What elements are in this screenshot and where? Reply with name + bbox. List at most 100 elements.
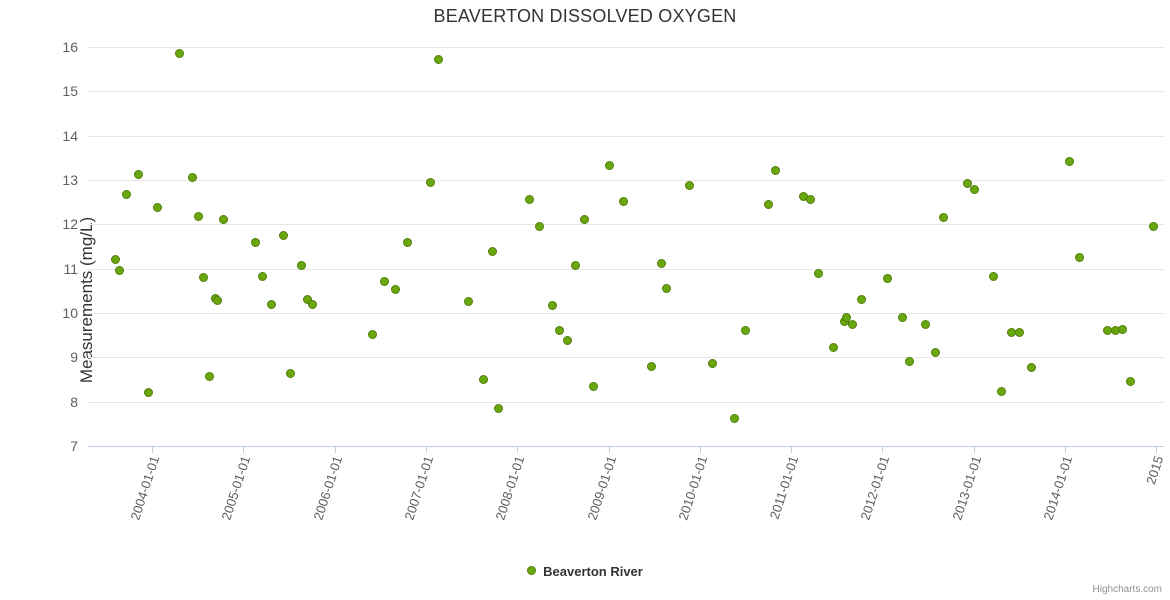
scatter-point[interactable]	[1027, 362, 1037, 372]
scatter-point[interactable]	[771, 165, 781, 175]
scatter-point[interactable]	[296, 261, 306, 271]
scatter-point[interactable]	[988, 271, 998, 281]
x-tick	[791, 446, 793, 453]
scatter-point[interactable]	[970, 185, 980, 195]
gridline	[88, 224, 1164, 226]
scatter-point[interactable]	[463, 297, 473, 307]
scatter-point[interactable]	[115, 266, 125, 276]
gridline	[88, 180, 1164, 181]
scatter-point[interactable]	[494, 403, 504, 413]
scatter-point[interactable]	[646, 361, 656, 371]
y-tick-label: 10	[62, 305, 78, 321]
scatter-point[interactable]	[996, 387, 1006, 397]
scatter-point[interactable]	[657, 258, 667, 268]
chart-title: BEAVERTON DISSOLVED OXYGEN	[433, 6, 737, 26]
scatter-point[interactable]	[730, 413, 740, 423]
gridline	[88, 268, 1164, 270]
scatter-point[interactable]	[267, 299, 277, 309]
scatter-point[interactable]	[525, 194, 535, 204]
scatter-point[interactable]	[555, 326, 565, 336]
scatter-point[interactable]	[661, 284, 671, 294]
scatter-point[interactable]	[433, 54, 443, 64]
x-tick-label: 2014-01-01	[1040, 454, 1076, 522]
scatter-point[interactable]	[1118, 324, 1128, 334]
scatter-point[interactable]	[841, 312, 851, 322]
scatter-point[interactable]	[535, 222, 545, 232]
x-tick	[243, 446, 245, 453]
x-tick-label: 2012-01-01	[857, 454, 893, 522]
scatter-point[interactable]	[121, 190, 131, 200]
y-tick-label: 15	[62, 83, 78, 100]
x-tick	[334, 446, 336, 453]
scatter-point[interactable]	[588, 381, 598, 391]
scatter-point[interactable]	[829, 342, 839, 352]
scatter-point[interactable]	[193, 212, 203, 222]
scatter-point[interactable]	[547, 300, 557, 310]
x-tick-label: 2008-01-01	[492, 454, 528, 522]
x-tick	[425, 446, 427, 453]
scatter-point[interactable]	[258, 271, 268, 281]
scatter-point[interactable]	[1126, 377, 1135, 387]
scatter-point[interactable]	[938, 213, 948, 223]
scatter-point[interactable]	[205, 371, 215, 381]
x-tick-label: 2004-01-01	[127, 454, 163, 522]
gridline	[88, 313, 1164, 314]
scatter-point[interactable]	[403, 237, 413, 247]
highcharts-credits[interactable]: Highcharts.com	[1092, 584, 1162, 595]
scatter-point[interactable]	[905, 357, 915, 367]
scatter-point[interactable]	[390, 285, 400, 295]
scatter-point[interactable]	[1075, 253, 1085, 263]
y-tick-label: 9	[70, 349, 78, 366]
x-tick	[608, 446, 610, 453]
scatter-point[interactable]	[897, 312, 907, 322]
scatter-point[interactable]	[426, 177, 436, 187]
scatter-point[interactable]	[920, 320, 930, 330]
scatter-point[interactable]	[251, 238, 261, 248]
y-tick-label: 13	[62, 172, 78, 188]
scatter-point[interactable]	[187, 173, 197, 183]
scatter-point[interactable]	[134, 170, 144, 180]
scatter-point[interactable]	[806, 195, 816, 205]
gridline	[88, 47, 1164, 48]
scatter-point[interactable]	[562, 335, 572, 345]
scatter-point[interactable]	[488, 247, 498, 257]
legend-marker-icon	[527, 566, 537, 576]
scatter-point[interactable]	[1014, 328, 1024, 338]
x-tick	[1065, 446, 1067, 453]
gridline	[88, 135, 1164, 137]
scatter-point[interactable]	[707, 358, 717, 368]
scatter-point[interactable]	[570, 261, 580, 271]
scatter-point[interactable]	[684, 180, 694, 190]
scatter-point[interactable]	[962, 179, 972, 189]
scatter-point[interactable]	[618, 196, 628, 206]
scatter-point[interactable]	[813, 268, 823, 278]
scatter-point[interactable]	[153, 202, 163, 212]
scatter-point[interactable]	[763, 199, 773, 209]
scatter-point[interactable]	[1065, 156, 1075, 166]
scatter-point[interactable]	[848, 320, 858, 330]
scatter-point[interactable]	[219, 215, 229, 225]
scatter-point[interactable]	[931, 348, 941, 358]
scatter-point[interactable]	[857, 295, 867, 305]
scatter-point[interactable]	[198, 273, 208, 283]
chart-legend[interactable]: Beaverton River	[0, 563, 1170, 579]
scatter-point[interactable]	[367, 329, 377, 339]
scatter-point[interactable]	[1148, 222, 1158, 232]
scatter-point[interactable]	[605, 160, 615, 170]
gridline	[88, 401, 1164, 403]
x-tick-label: 2015	[1143, 454, 1167, 487]
scatter-point[interactable]	[740, 326, 750, 336]
scatter-point[interactable]	[479, 375, 489, 384]
scatter-point[interactable]	[278, 230, 288, 240]
scatter-point[interactable]	[144, 388, 154, 398]
scatter-point[interactable]	[579, 215, 589, 225]
scatter-point[interactable]	[308, 299, 318, 309]
scatter-point[interactable]	[174, 49, 184, 59]
x-tick-label: 2011-01-01	[766, 454, 802, 521]
scatter-point[interactable]	[286, 368, 296, 378]
scatter-point[interactable]	[111, 255, 121, 265]
y-tick-label: 8	[70, 393, 78, 410]
scatter-point[interactable]	[213, 296, 223, 306]
scatter-point[interactable]	[882, 273, 892, 283]
scatter-point[interactable]	[380, 277, 390, 287]
